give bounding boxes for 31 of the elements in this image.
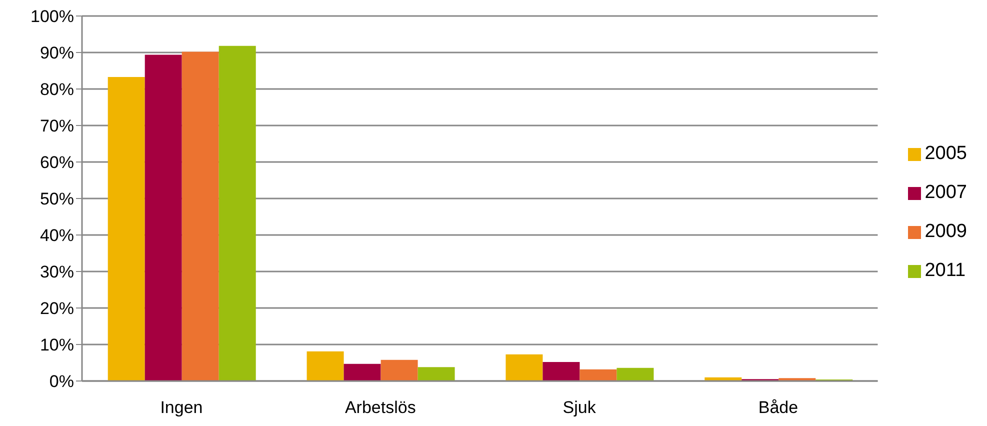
- legend-label: 2009: [924, 221, 967, 242]
- x-tick-label: Sjuk: [562, 398, 596, 418]
- y-tick-label: 20%: [40, 299, 74, 318]
- bar: [380, 360, 418, 381]
- y-tick-label: 80%: [40, 80, 74, 100]
- legend-label: 2005: [924, 143, 967, 164]
- bar: [580, 369, 617, 381]
- bar: [306, 351, 344, 381]
- y-tick-label: 40%: [40, 226, 74, 246]
- bar: [418, 367, 455, 381]
- bar: [344, 364, 381, 381]
- legend-label: 2011: [924, 260, 966, 281]
- bar: [218, 46, 256, 381]
- y-tick-label: 30%: [40, 262, 74, 282]
- bar: [616, 368, 654, 381]
- y-tick-label: 0%: [49, 372, 74, 392]
- x-tick-label: Arbetslös: [344, 398, 416, 418]
- y-tick-label: 70%: [40, 116, 74, 136]
- y-tick-label: 90%: [40, 44, 74, 63]
- bar: [182, 52, 219, 381]
- y-tick-label: 100%: [30, 7, 74, 26]
- bar: [542, 362, 580, 381]
- bar: [506, 354, 543, 381]
- legend-label: 2007: [924, 182, 967, 203]
- x-tick-label: Ingen: [160, 398, 203, 418]
- y-tick-label: 50%: [40, 190, 74, 209]
- x-tick-label: Både: [758, 398, 798, 418]
- y-tick-label: 10%: [40, 336, 74, 355]
- bar: [108, 76, 145, 381]
- y-tick-label: 60%: [40, 153, 74, 172]
- bar: [144, 54, 182, 381]
